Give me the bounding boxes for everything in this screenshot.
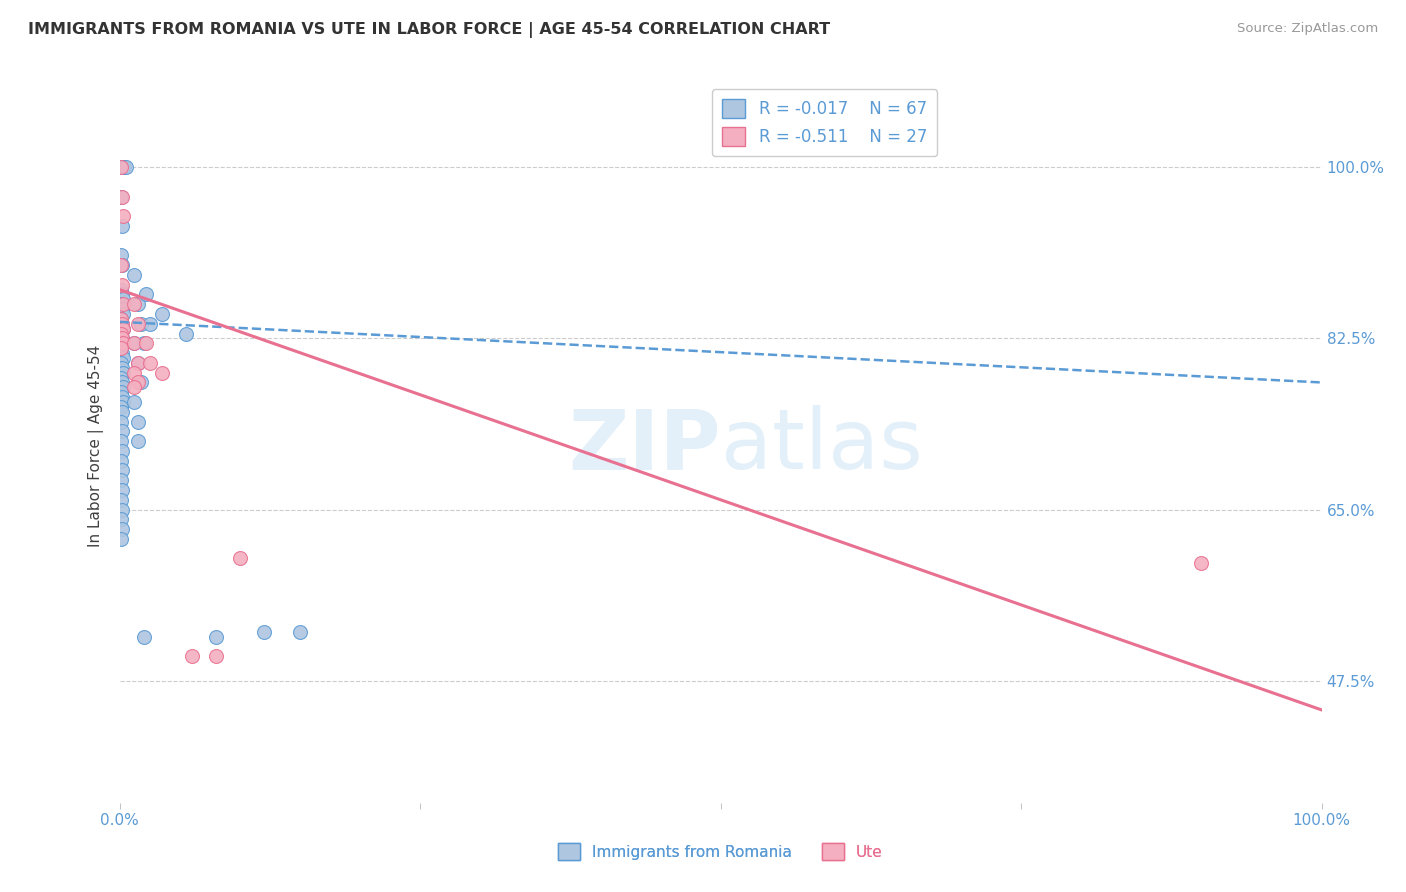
Point bbox=[110, 415, 132, 429]
Point bbox=[110, 297, 132, 311]
Point bbox=[127, 297, 149, 311]
Text: ZIP: ZIP bbox=[568, 406, 720, 486]
Point bbox=[110, 434, 132, 449]
Point bbox=[253, 624, 276, 639]
Point bbox=[132, 336, 155, 351]
Point bbox=[110, 326, 132, 341]
Point bbox=[122, 395, 145, 409]
Point bbox=[129, 317, 152, 331]
Point bbox=[180, 649, 202, 664]
Point bbox=[111, 161, 134, 175]
Point bbox=[110, 161, 132, 175]
Point bbox=[110, 258, 132, 272]
Point bbox=[138, 356, 160, 370]
Point bbox=[112, 293, 135, 307]
Point bbox=[111, 331, 134, 345]
Point bbox=[111, 219, 134, 233]
Point bbox=[110, 492, 132, 507]
Point bbox=[122, 336, 145, 351]
Point bbox=[112, 209, 135, 223]
Point bbox=[111, 287, 134, 301]
Point bbox=[111, 360, 134, 375]
Point bbox=[132, 630, 155, 644]
Point bbox=[110, 248, 132, 262]
Point bbox=[111, 502, 134, 516]
Point bbox=[122, 380, 145, 394]
Point bbox=[111, 302, 134, 317]
Point bbox=[150, 366, 173, 380]
Point bbox=[111, 463, 134, 477]
Point bbox=[110, 341, 132, 355]
Point bbox=[150, 307, 173, 321]
Y-axis label: In Labor Force | Age 45-54: In Labor Force | Age 45-54 bbox=[87, 345, 104, 547]
Point bbox=[111, 317, 134, 331]
Point bbox=[111, 331, 134, 345]
Point bbox=[110, 385, 132, 400]
Point bbox=[112, 321, 135, 335]
Point bbox=[111, 190, 134, 204]
Point bbox=[110, 473, 132, 487]
Point bbox=[127, 317, 149, 331]
Point bbox=[174, 326, 197, 341]
Point bbox=[112, 307, 135, 321]
Point bbox=[111, 443, 134, 458]
Point bbox=[112, 336, 135, 351]
Point bbox=[228, 551, 252, 566]
Point bbox=[110, 453, 132, 467]
Point bbox=[111, 390, 134, 404]
Point bbox=[127, 356, 149, 370]
Point bbox=[111, 522, 134, 536]
Point bbox=[111, 277, 134, 292]
Point bbox=[135, 287, 157, 301]
Point bbox=[110, 312, 132, 326]
Point bbox=[111, 405, 134, 419]
Point bbox=[127, 434, 149, 449]
Point bbox=[110, 312, 132, 326]
Point bbox=[127, 376, 149, 390]
Point bbox=[122, 268, 145, 282]
Legend: Immigrants from Romania, Ute: Immigrants from Romania, Ute bbox=[553, 837, 889, 866]
Point bbox=[110, 161, 132, 175]
Point bbox=[112, 380, 135, 394]
Point bbox=[138, 317, 160, 331]
Point bbox=[110, 356, 132, 370]
Point bbox=[127, 415, 149, 429]
Point bbox=[288, 624, 311, 639]
Point bbox=[127, 356, 149, 370]
Point bbox=[111, 483, 134, 497]
Point bbox=[110, 341, 132, 355]
Point bbox=[110, 190, 132, 204]
Point bbox=[114, 161, 136, 175]
Text: Source: ZipAtlas.com: Source: ZipAtlas.com bbox=[1237, 22, 1378, 36]
Point bbox=[135, 336, 157, 351]
Point bbox=[122, 297, 145, 311]
Point bbox=[112, 336, 135, 351]
Point bbox=[1189, 557, 1212, 571]
Point bbox=[204, 630, 226, 644]
Text: IMMIGRANTS FROM ROMANIA VS UTE IN LABOR FORCE | AGE 45-54 CORRELATION CHART: IMMIGRANTS FROM ROMANIA VS UTE IN LABOR … bbox=[28, 22, 831, 38]
Point bbox=[110, 326, 132, 341]
Point bbox=[122, 366, 145, 380]
Point bbox=[129, 376, 152, 390]
Point bbox=[112, 161, 135, 175]
Point bbox=[110, 400, 132, 414]
Point bbox=[122, 336, 145, 351]
Point bbox=[111, 317, 134, 331]
Point bbox=[112, 297, 135, 311]
Point bbox=[204, 649, 226, 664]
Point bbox=[111, 346, 134, 360]
Point bbox=[110, 283, 132, 297]
Point bbox=[111, 425, 134, 439]
Point bbox=[110, 532, 132, 546]
Point bbox=[111, 258, 134, 272]
Point bbox=[112, 321, 135, 335]
Point bbox=[110, 512, 132, 526]
Point bbox=[111, 376, 134, 390]
Point bbox=[110, 370, 132, 384]
Text: atlas: atlas bbox=[720, 406, 922, 486]
Point bbox=[112, 366, 135, 380]
Point bbox=[112, 161, 135, 175]
Point bbox=[112, 395, 135, 409]
Point bbox=[112, 351, 135, 365]
